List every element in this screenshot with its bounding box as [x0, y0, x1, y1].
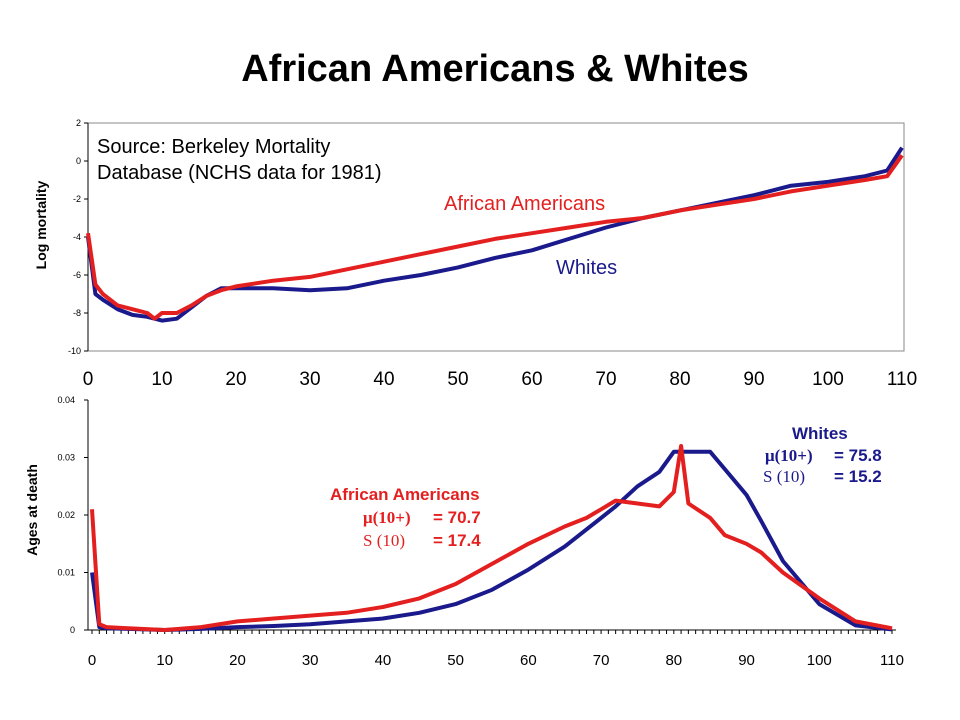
top-x-tick-label: 80: [669, 369, 690, 390]
bottom-y-tick-label: 0.03: [57, 453, 75, 463]
bottom-x-tick-label: 0: [88, 652, 96, 669]
whites-mu-symbol: μ(10+): [765, 446, 813, 465]
bottom-x-tick-label: 110: [880, 652, 904, 669]
top-x-tick-label: 110: [887, 369, 917, 390]
top-x-tick-label: 70: [595, 369, 616, 390]
bottom-x-tick-label: 60: [520, 652, 537, 669]
top-x-tick-label: 10: [151, 369, 172, 390]
top-y-tick-label: -2: [73, 194, 81, 204]
page-title: African Americans & Whites: [241, 48, 749, 90]
source-annotation-line1: Source: Berkeley Mortality: [97, 136, 330, 158]
series-label-whites: Whites: [556, 257, 617, 279]
top-y-tick-label: 0: [76, 156, 81, 166]
bottom-x-tick-label: 30: [302, 652, 319, 669]
top-y-tick-label: -8: [73, 308, 81, 318]
log-mortality-chart: 20-2-4-6-8-10 0 10 20 30 40 50 60 70 80 90 100 110 …: [33, 118, 917, 390]
top-y-axis-label: Log mortality: [33, 180, 49, 269]
top-x-tick-label: 50: [447, 369, 468, 390]
top-y-tick-label: 2: [76, 118, 81, 128]
bottom-x-tick-label: 90: [738, 652, 755, 669]
whites-s-symbol: S (10): [763, 467, 805, 486]
whites-mu-value: = 75.8: [834, 446, 882, 465]
aa-s-symbol: S (10): [363, 531, 405, 550]
top-y-tick-label: -6: [73, 270, 81, 280]
top-x-tick-label: 40: [373, 369, 394, 390]
top-x-tick-label: 60: [521, 369, 542, 390]
top-x-tick-label: 30: [299, 369, 320, 390]
aa-stats-title: African Americans: [330, 485, 480, 504]
aa-mu-value: = 70.7: [433, 508, 481, 527]
bottom-x-tick-label: 70: [593, 652, 610, 669]
bottom-x-tick-label: 50: [447, 652, 464, 669]
bottom-y-axis-label: Ages at death: [24, 464, 40, 556]
series-line-african-americans: [90, 444, 893, 632]
ages-at-death-chart: 0.04 0.03 0.02 0.01 0 0 10 20 30 40 50 60 70 80 90 100…: [24, 395, 904, 669]
top-x-tick-label: 20: [225, 369, 246, 390]
series-line-african-americans: [86, 154, 904, 321]
aa-mu-symbol: μ(10+): [363, 508, 411, 527]
aa-s-value: = 17.4: [433, 531, 481, 550]
bottom-y-tick-label: 0: [70, 625, 75, 635]
whites-stats-title: Whites: [792, 424, 848, 443]
top-x-tick-label: 90: [743, 369, 764, 390]
bottom-x-tick-label: 20: [229, 652, 246, 669]
bottom-x-tick-label: 80: [665, 652, 682, 669]
bottom-y-tick-label: 0.01: [57, 568, 75, 578]
series-label-african-americans: African Americans: [444, 193, 605, 215]
bottom-y-tick-label: 0.04: [57, 395, 75, 405]
top-y-tick-label: -10: [68, 346, 81, 356]
top-x-tick-label: 100: [812, 369, 844, 390]
whites-s-value: = 15.2: [834, 467, 882, 486]
bottom-x-tick-label: 40: [375, 652, 392, 669]
bottom-x-tick-label: 100: [807, 652, 832, 669]
bottom-x-tick-label: 10: [156, 652, 173, 669]
series-line-whites: [86, 146, 904, 323]
top-y-tick-label: -4: [73, 232, 81, 242]
top-x-tick-label: 0: [83, 369, 94, 390]
source-annotation-line2: Database (NCHS data for 1981): [97, 162, 382, 184]
bottom-y-tick-label: 0.02: [57, 510, 75, 520]
